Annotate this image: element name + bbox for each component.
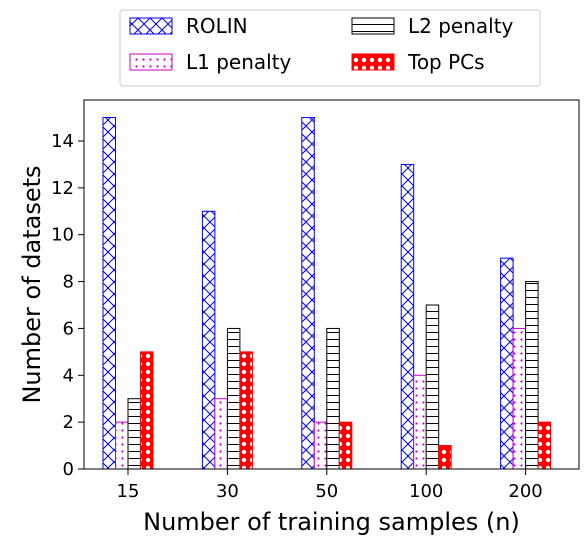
legend-label-l2-penalty: L2 penalty [408,14,514,38]
legend-swatch-l1-penalty [129,53,173,71]
bar-rolin-50 [301,117,315,470]
y-axis-label: Number of datasets [18,165,46,403]
y-tick-label: 4 [63,365,74,386]
x-tick-label: 200 [508,481,542,502]
bar-rolin-30 [201,210,216,470]
y-tick-label: 14 [51,131,74,152]
bar-top-pcs-50 [338,421,353,470]
x-axis-ticks: 15 30 50 100 200 [117,469,543,502]
bar-l1-penalty-30 [214,398,228,470]
bar-rolin-100 [400,163,415,470]
x-axis-label: Number of training samples (n) [143,508,520,536]
legend: ROLIN L1 penalty L2 penalty Top PCs [119,9,541,87]
bar-top-pcs-30 [239,351,253,470]
bar-l1-penalty-50 [313,421,328,470]
bar-l2-penalty-30 [226,327,241,470]
bar-top-pcs-15 [140,351,154,470]
x-tick-label: 15 [117,481,140,502]
bar-l2-penalty-15 [127,398,141,470]
legend-swatch-l2-penalty [351,17,395,35]
legend-label-top-pcs: Top PCs [407,50,485,74]
legend-box [119,9,541,87]
y-tick-label: 0 [63,459,74,480]
bar-l2-penalty-50 [326,327,340,470]
y-axis-ticks: 0 2 4 6 8 10 12 14 [51,131,84,480]
bar-l1-penalty-100 [413,374,427,470]
y-tick-label: 10 [51,225,74,246]
y-tick-label: 6 [63,318,74,339]
bar-l1-penalty-200 [512,327,527,470]
y-tick-label: 12 [51,178,74,199]
x-tick-label: 30 [216,481,239,502]
legend-label-l1-penalty: L1 penalty [186,50,292,74]
legend-swatch-rolin [129,17,173,35]
bar-rolin-15 [102,117,116,470]
x-tick-label: 50 [315,481,338,502]
bars-group [102,117,552,470]
bar-l2-penalty-100 [425,304,440,470]
legend-swatch-top-pcs [351,53,395,71]
bar-l2-penalty-200 [525,281,539,470]
x-tick-label: 100 [409,481,443,502]
y-tick-label: 2 [63,412,74,433]
bar-l1-penalty-15 [115,421,129,470]
plot-frame [83,99,580,470]
bar-top-pcs-200 [537,421,552,470]
bar-top-pcs-100 [438,445,452,470]
y-tick-label: 8 [63,272,74,293]
bar-rolin-200 [500,257,514,470]
legend-label-rolin: ROLIN [186,14,248,38]
